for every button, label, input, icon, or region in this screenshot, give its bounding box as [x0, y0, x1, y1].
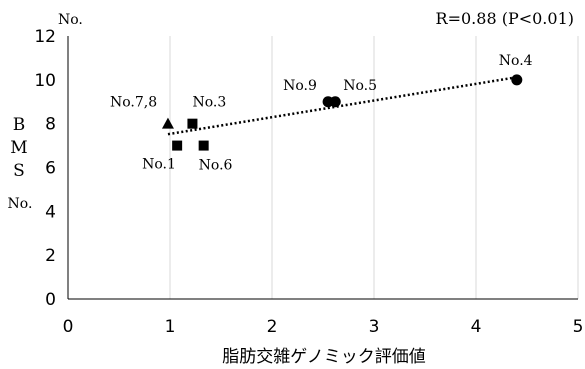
y-tick-label-4: 8 [45, 115, 56, 135]
y-tick-label-1: 2 [45, 246, 56, 266]
trend-line [167, 75, 518, 136]
point-label-4: No.9 [283, 78, 317, 94]
point-label-5: No.5 [343, 78, 377, 94]
y-tick-label-5: 10 [34, 71, 56, 91]
grid [169, 36, 579, 299]
y-axis-title: BMS No. [8, 115, 33, 212]
x-tick-label-3: 3 [369, 317, 380, 337]
point-label-2: No.6 [199, 158, 233, 174]
data-point-circle-5 [329, 96, 341, 108]
y-axis-title-line-0: B [13, 115, 26, 135]
x-tick-label-2: 2 [267, 317, 278, 337]
data-point-triangle-3 [161, 117, 174, 129]
data-point-square-2 [198, 140, 209, 151]
data-point-circle-6 [511, 74, 523, 86]
data-points [161, 74, 523, 151]
data-point-square-1 [187, 118, 198, 129]
point-label-0: No.1 [142, 157, 176, 173]
point-label-1: No.3 [192, 95, 226, 111]
point-label-6: No.4 [499, 53, 533, 69]
y-unit-label: No. [58, 12, 83, 28]
point-labels: No.1 No.3 No.6 No.7,8 No.9 No.5 No.4 [110, 53, 533, 174]
y-axis-title-line-2: S [13, 161, 25, 181]
y-tick-label-3: 6 [45, 159, 56, 179]
x-tick-label-4: 4 [471, 317, 482, 337]
x-tick-label-5: 5 [573, 317, 584, 337]
point-label-3: No.7,8 [110, 95, 157, 111]
correlation-annotation: R=0.88 (P<0.01) [436, 9, 574, 28]
y-tick-label-6: 12 [34, 27, 56, 47]
axes [67, 36, 578, 300]
x-tick-label-1: 1 [165, 317, 176, 337]
y-axis-title-line-3: No. [8, 196, 33, 212]
x-tick-label-0: 0 [63, 317, 74, 337]
y-axis-title-line-1: M [10, 138, 27, 158]
y-tick-label-2: 4 [45, 202, 56, 222]
x-axis-title: 脂肪交雑ゲノミック評価値 [222, 347, 426, 367]
data-point-square-0 [172, 140, 183, 151]
y-tick-label-0: 0 [45, 290, 56, 310]
